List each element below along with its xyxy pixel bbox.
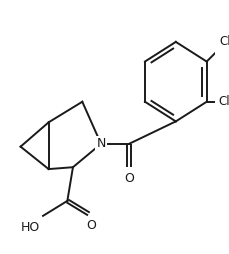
Text: O: O — [124, 172, 134, 185]
Text: Cl: Cl — [219, 36, 229, 49]
Text: HO: HO — [21, 220, 40, 233]
Text: O: O — [85, 219, 95, 232]
Text: N: N — [96, 137, 105, 150]
Text: Cl: Cl — [218, 95, 229, 108]
